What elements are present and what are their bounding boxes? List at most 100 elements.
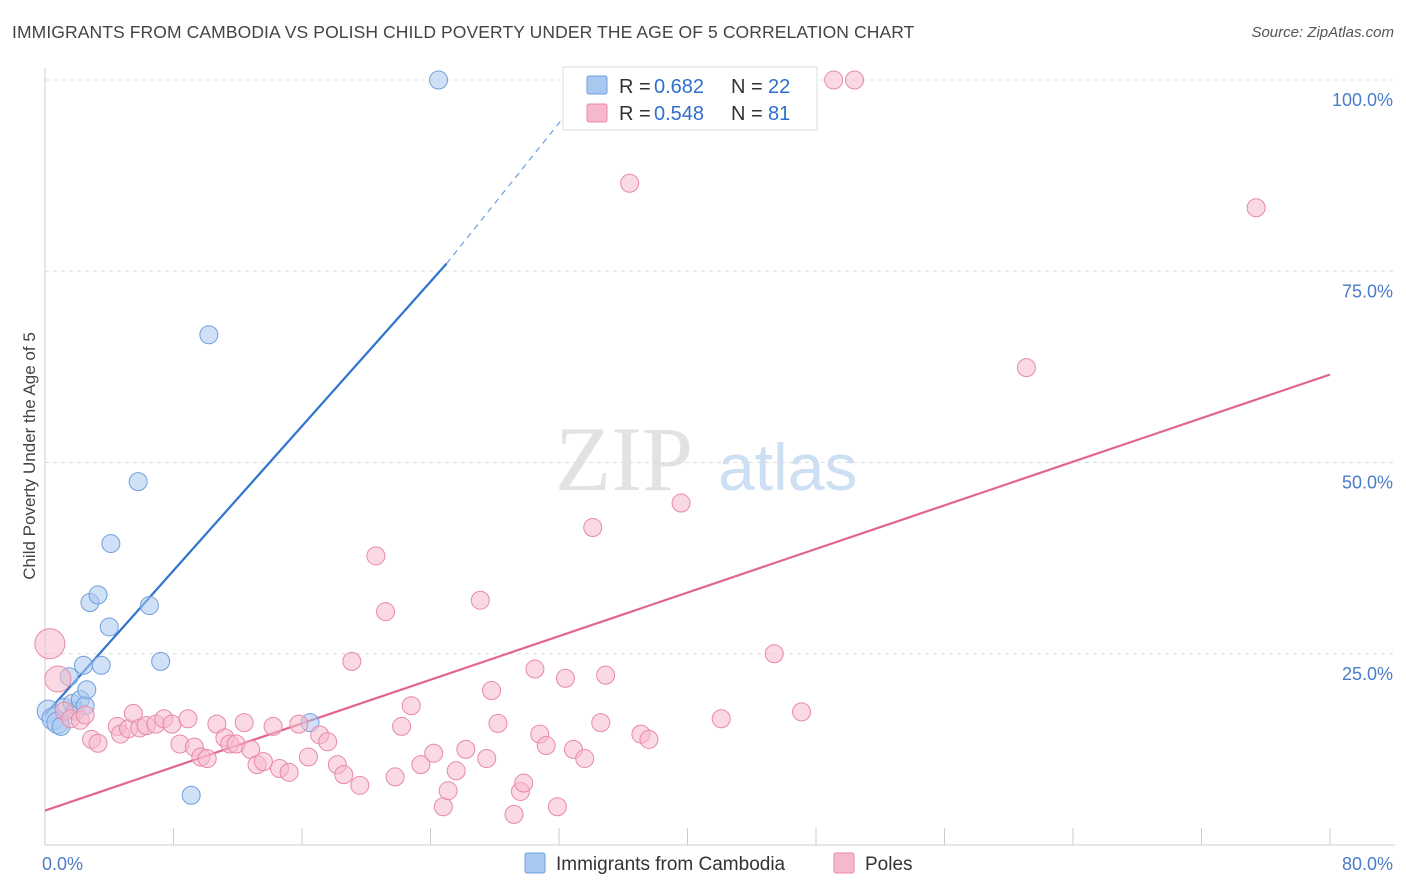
legend-r-label: R =	[619, 103, 651, 125]
x-tick-labels: 0.0% 80.0%	[42, 854, 1393, 874]
poles-point	[385, 767, 405, 787]
chart-title: IMMIGRANTS FROM CAMBODIA VS POLISH CHILD…	[12, 22, 915, 42]
y-tick-labels: 25.0% 50.0% 75.0% 100.0%	[1332, 90, 1393, 684]
poles-point	[514, 773, 534, 793]
legend-n-value: 22	[768, 76, 790, 98]
poles-point	[279, 762, 299, 782]
poles-point	[824, 70, 844, 90]
legend-r-label: R =	[619, 76, 651, 98]
y-tick-label: 50.0%	[1342, 473, 1393, 493]
poles-point	[792, 702, 812, 722]
legend-n-label: N =	[731, 103, 763, 125]
legend-r-value: 0.682	[654, 76, 704, 98]
poles-point	[764, 644, 784, 664]
poles-point	[711, 709, 731, 729]
poles-point	[350, 775, 370, 795]
poles-point	[433, 797, 453, 817]
bottom-legend-swatch-blue	[524, 852, 546, 874]
cambodia-trend-line	[44, 262, 448, 716]
poles-point	[596, 665, 616, 685]
legend-swatch-pink	[586, 103, 608, 123]
poles-point	[197, 749, 217, 769]
poles-point	[456, 739, 476, 759]
poles-point	[392, 716, 412, 736]
cambodia-point	[151, 651, 171, 671]
y-axis-label: Child Poverty Under the Age of 5	[20, 332, 39, 580]
poles-point	[671, 493, 691, 513]
poles-point	[575, 749, 595, 769]
grid-lines	[45, 79, 1395, 655]
poles-point	[591, 713, 611, 733]
poles-point	[620, 173, 640, 193]
poles-point	[334, 765, 354, 785]
poles-point	[1246, 198, 1266, 218]
bottom-legend-poles: Poles	[865, 854, 913, 875]
legend: R = 0.682 N = 22 R = 0.548 N = 81	[562, 66, 818, 131]
poles-point	[318, 732, 338, 752]
bottom-legend-cambodia: Immigrants from Cambodia	[556, 854, 786, 875]
cambodia-point	[101, 534, 121, 554]
poles-point	[263, 716, 283, 736]
poles-point	[504, 804, 524, 824]
poles-point	[178, 709, 198, 729]
legend-n-value: 81	[768, 103, 790, 125]
poles-point	[366, 546, 386, 566]
cambodia-point	[181, 785, 201, 805]
poles-point	[289, 714, 309, 734]
poles-point	[555, 668, 575, 688]
poles-point	[525, 659, 545, 679]
cambodia-point	[199, 325, 219, 345]
poles-point	[583, 518, 603, 538]
poles-point	[298, 747, 318, 767]
cambodia-point	[429, 70, 449, 90]
bottom-legend: Immigrants from Cambodia Poles	[524, 852, 913, 875]
poles-point	[547, 797, 567, 817]
cambodia-point	[91, 655, 111, 675]
poles-point	[75, 705, 95, 725]
source-label: Source: ZipAtlas.com	[1251, 24, 1394, 41]
data-points	[34, 70, 1266, 824]
cambodia-point	[128, 472, 148, 492]
poles-point	[1016, 358, 1036, 378]
cambodia-trend-extension	[446, 102, 576, 264]
poles-point	[44, 665, 72, 693]
poles-point	[477, 749, 497, 769]
poles-point	[488, 713, 508, 733]
legend-swatch-blue	[586, 75, 608, 95]
poles-trend-line	[44, 373, 1331, 812]
legend-r-value: 0.548	[654, 103, 704, 125]
bottom-legend-swatch-pink	[833, 852, 855, 874]
poles-point	[88, 733, 108, 753]
cambodia-point	[77, 680, 97, 700]
poles-point	[376, 602, 396, 622]
cambodia-point	[139, 596, 159, 616]
poles-point	[536, 736, 556, 756]
x-tick-label: 0.0%	[42, 854, 83, 874]
poles-point	[342, 651, 362, 671]
poles-point	[446, 761, 466, 781]
trend-lines	[44, 102, 1331, 812]
y-tick-label: 25.0%	[1342, 664, 1393, 684]
y-tick-label: 75.0%	[1342, 281, 1393, 301]
y-tick-label: 100.0%	[1332, 90, 1393, 110]
poles-point	[253, 752, 273, 772]
cambodia-point	[99, 617, 119, 637]
legend-n-label: N =	[731, 76, 763, 98]
poles-point	[401, 696, 421, 716]
x-tick-label: 80.0%	[1342, 854, 1393, 874]
poles-point	[34, 628, 66, 660]
poles-point	[482, 680, 502, 700]
cambodia-point	[74, 655, 94, 675]
poles-point	[438, 781, 458, 801]
watermark-zip: ZIP	[555, 408, 693, 510]
poles-point	[470, 590, 490, 610]
poles-point	[845, 70, 865, 90]
poles-point	[411, 755, 431, 775]
poles-point	[424, 743, 444, 763]
poles-point	[639, 729, 659, 749]
poles-point	[162, 714, 182, 734]
watermark-atlas: atlas	[718, 430, 857, 504]
poles-point	[234, 713, 254, 733]
cambodia-point	[88, 585, 108, 605]
